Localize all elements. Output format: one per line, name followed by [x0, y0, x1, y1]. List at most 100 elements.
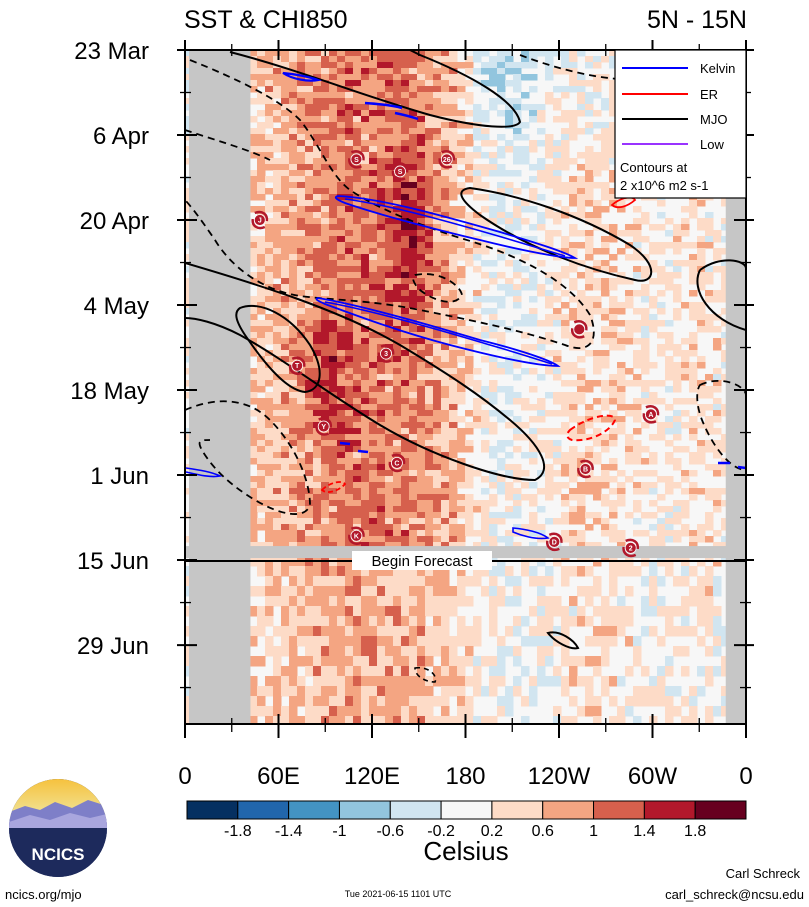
- y-tick-label: 4 May: [84, 293, 149, 320]
- storm-label: C: [394, 460, 399, 467]
- storm-label: D: [552, 539, 557, 546]
- colorbar-tick-label: -1.4: [275, 823, 303, 840]
- mjo-contour: [235, 304, 321, 394]
- x-tick-label: 60E: [257, 763, 300, 790]
- mjo-contour-dashed: [414, 666, 437, 683]
- mjo-contour-dashed: [412, 273, 463, 303]
- legend-label-kelvin: Kelvin: [700, 61, 735, 76]
- mjo-contour: [696, 269, 746, 331]
- legend-note-line2: 2 x10^6 m2 s-1: [620, 178, 708, 193]
- storm-label: J: [258, 218, 262, 225]
- y-tick-label: 23 Mar: [74, 38, 149, 65]
- legend-label-mjo: MJO: [700, 112, 727, 127]
- er-contour: [566, 414, 617, 442]
- storm-label: K: [354, 533, 359, 540]
- region-label: 5N - 15N: [647, 6, 747, 34]
- storm-label: 2: [629, 545, 633, 552]
- x-tick-label: 120E: [344, 763, 400, 790]
- colorbar-tick-label: 1: [589, 823, 598, 840]
- colorbar-swatch: [186, 800, 239, 820]
- y-tick-label: 29 Jun: [77, 633, 149, 660]
- storm-marker: C: [388, 453, 406, 473]
- colorbar-tick-label: -0.6: [376, 823, 404, 840]
- y-tick-label: 15 Jun: [77, 548, 149, 575]
- colorbar-tick-label: 1.4: [633, 823, 655, 840]
- x-tick-label: 0: [739, 763, 752, 790]
- storm-marker: S: [348, 150, 365, 169]
- colorbar-swatch: [542, 800, 595, 820]
- footer-author: Carl Schreck: [726, 866, 801, 881]
- colorbar-swatch: [338, 800, 391, 820]
- land-mask: [185, 50, 746, 724]
- colorbar-tick-label: -1.8: [224, 823, 252, 840]
- kelvin-contour: [334, 195, 579, 259]
- storm-marker: A: [642, 405, 660, 424]
- ncics-logo: NCICS: [9, 779, 107, 877]
- kelvin-contour: [339, 441, 369, 454]
- storm-marker: 26: [438, 150, 456, 169]
- storm-marker: K: [348, 526, 365, 546]
- forecast-label: Begin Forecast: [372, 553, 474, 570]
- storm-label: 3: [384, 351, 388, 358]
- y-tick-label: 1 Jun: [90, 463, 149, 490]
- colorbar-swatch: [237, 800, 290, 820]
- footer-timestamp: Tue 2021-06-15 1101 UTC: [345, 889, 452, 899]
- logo-text: NCICS: [32, 845, 85, 864]
- storm-marker: [570, 320, 588, 339]
- storm-label: 26: [443, 157, 451, 164]
- y-tick-label: 18 May: [70, 378, 149, 405]
- kelvin-contour: [364, 101, 419, 121]
- colorbar-swatch: [440, 800, 493, 820]
- colorbar-tick-label: 1.8: [684, 823, 706, 840]
- storm-label: B: [583, 466, 588, 473]
- colorbar-swatch: [288, 800, 340, 820]
- legend-label-er: ER: [700, 87, 718, 102]
- kelvin-contour: [512, 527, 551, 540]
- storm-marker: Y: [315, 417, 333, 436]
- storm-label: T: [295, 363, 300, 370]
- mjo-contour-dashed: [185, 129, 271, 161]
- colorbar-tick-label: -0.2: [427, 823, 455, 840]
- colorbar-label: Celsius: [423, 836, 508, 866]
- storm-markers: S S 26 J T 3 A Y C B K D 2: [251, 150, 660, 558]
- colorbar: -1.8 -1.4 -1 -0.6 -0.2 0.2 0.6 1 1.4 1.8: [186, 800, 747, 840]
- footer-url: ncics.org/mjo: [5, 887, 82, 902]
- kelvin-contour: [282, 71, 323, 82]
- kelvin-contour: [718, 461, 746, 470]
- colorbar-tick-label: -1: [332, 823, 346, 840]
- y-tick-label: 20 Apr: [80, 208, 149, 235]
- y-tick-label: 6 Apr: [93, 123, 149, 150]
- mjo-contour-dashed: [185, 400, 311, 515]
- colorbar-tick-label: 0.6: [532, 823, 554, 840]
- legend-label-low: Low: [700, 137, 724, 152]
- x-tick-label: 60W: [628, 763, 678, 790]
- mjo-contour: [546, 631, 580, 650]
- colorbar-swatch: [643, 800, 696, 820]
- mjo-contour: [185, 262, 546, 482]
- storm-marker: S: [391, 162, 409, 181]
- mjo-contour-dashed: [696, 380, 746, 471]
- colorbar-swatch: [491, 800, 544, 820]
- x-tick-label: 0: [178, 763, 191, 790]
- er-contour: [320, 481, 347, 493]
- storm-label: S: [354, 157, 359, 164]
- storm-marker: J: [251, 210, 269, 230]
- storm-marker: 2: [622, 538, 639, 558]
- colorbar-swatch: [389, 800, 442, 820]
- colorbar-swatch: [593, 800, 645, 820]
- storm-label: S: [398, 169, 403, 176]
- storm-marker: D: [546, 532, 563, 552]
- axes: 23 Mar 6 Apr 20 Apr 4 May 18 May 1 Jun 15 Jun 2…: [70, 38, 754, 790]
- legend: Kelvin ER MJO Low Contours at 2 x10^6 m2…: [614, 49, 747, 199]
- chart-title: SST & CHI850: [184, 6, 348, 34]
- legend-note-line1: Contours at: [620, 160, 688, 175]
- storm-label: Y: [321, 424, 326, 431]
- mjo-contour: [229, 50, 522, 128]
- footer-email: carl_schreck@ncsu.edu: [665, 887, 804, 902]
- storm-label: A: [648, 412, 653, 419]
- storm-marker: T: [288, 356, 306, 375]
- colorbar-swatch: [694, 800, 747, 820]
- storm-marker: B: [577, 459, 594, 479]
- er-contour: [610, 196, 637, 209]
